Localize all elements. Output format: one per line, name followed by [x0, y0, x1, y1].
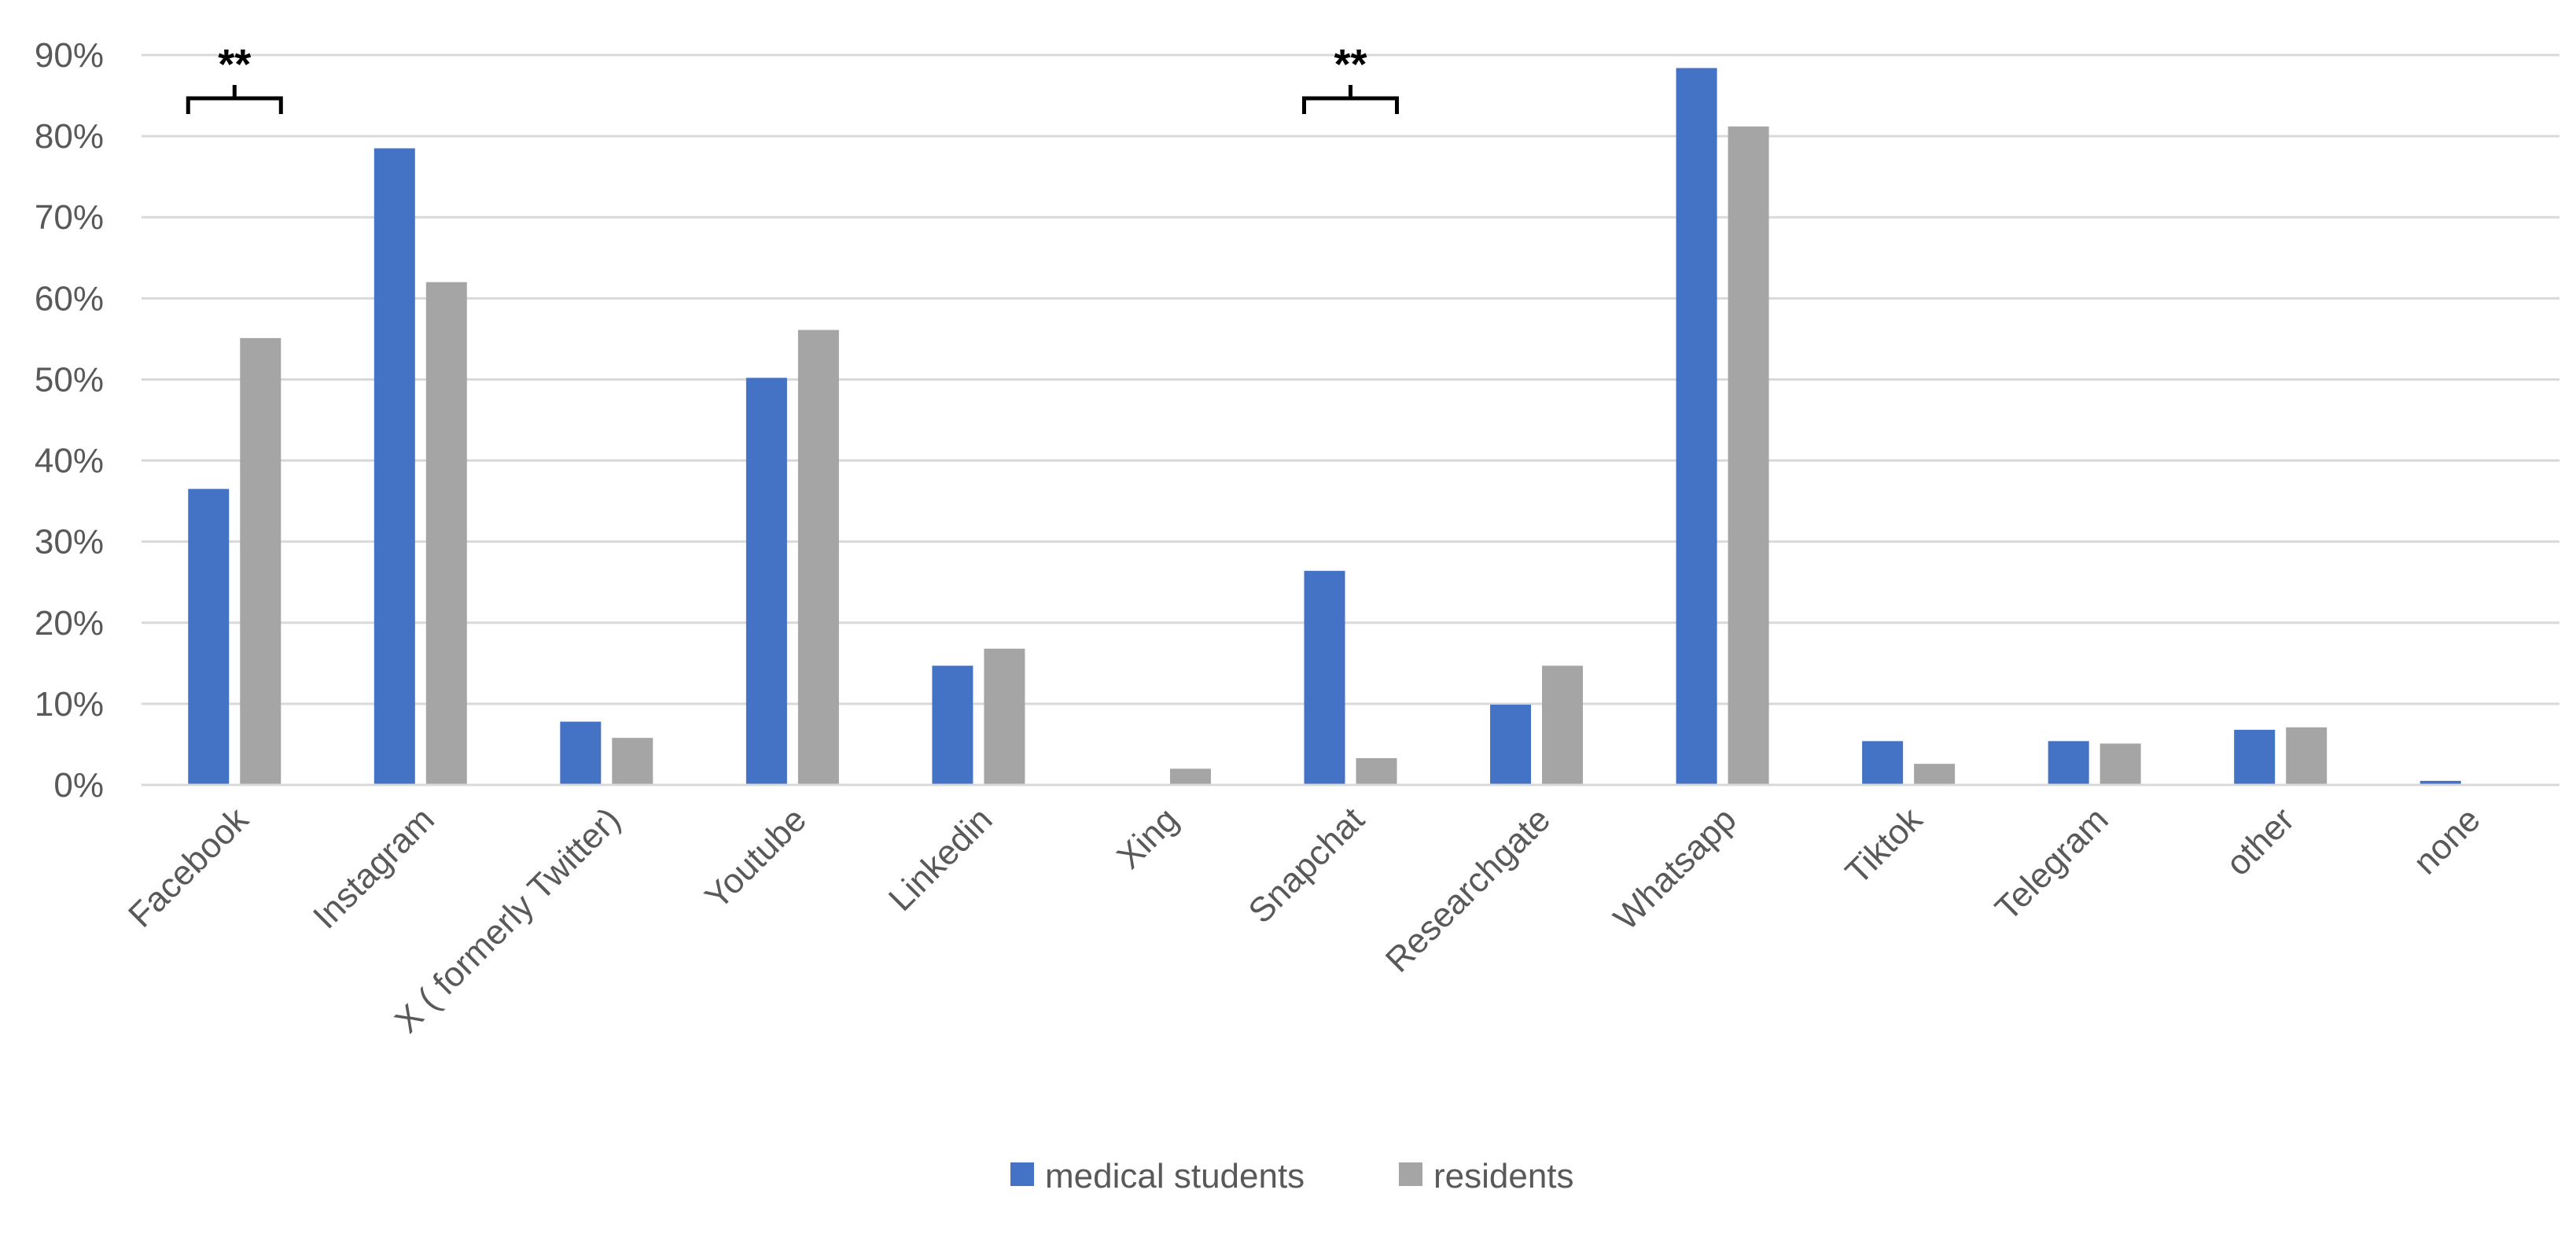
bar-medical-students-7: [1490, 704, 1532, 785]
legend-swatch: [1010, 1162, 1034, 1186]
bar-residents-9: [1914, 764, 1956, 785]
y-tick-label: 20%: [35, 604, 104, 643]
x-tick-label: Snapchat: [1241, 800, 1371, 930]
x-tick-label: Researchgate: [1378, 800, 1558, 979]
x-tick-label: Whatsapp: [1606, 800, 1744, 937]
x-tick-label: none: [2406, 800, 2488, 882]
bar-residents-6: [1356, 757, 1397, 785]
bar-residents-3: [797, 330, 839, 786]
legend-swatch: [1399, 1162, 1422, 1186]
bar-residents-7: [1542, 665, 1584, 785]
y-tick-label: 50%: [35, 360, 104, 399]
bar-medical-students-3: [745, 378, 787, 786]
y-tick-label: 30%: [35, 523, 104, 562]
y-tick-label: 10%: [35, 685, 104, 724]
y-tick-label: 60%: [35, 279, 104, 318]
legend-label: residents: [1433, 1157, 1574, 1195]
bar-residents-5: [1169, 768, 1211, 785]
bar-medical-students-4: [932, 665, 973, 785]
bar-residents-11: [2286, 727, 2328, 785]
x-tick-label: Tiktok: [1838, 800, 1930, 892]
significance-bracket: [186, 85, 283, 114]
bar-medical-students-9: [1862, 741, 1904, 785]
gridlines: [142, 53, 2559, 705]
x-tick-label: Facebook: [121, 800, 256, 935]
x-tick-label: Telegram: [1988, 800, 2116, 928]
bar-medical-students-11: [2234, 729, 2276, 785]
bar-residents-2: [612, 738, 653, 785]
x-tick-label: Instagram: [306, 800, 442, 936]
significance-bracket: [1302, 85, 1399, 114]
bar-residents-10: [2099, 743, 2141, 785]
y-axis-ticks: 0% 10% 20% 30% 40% 50% 60% 70% 80% 90%: [35, 36, 104, 805]
legend-label: medical students: [1045, 1157, 1305, 1195]
x-tick-label: other: [2219, 800, 2302, 883]
bar-medical-students-6: [1304, 570, 1345, 785]
significance-annotations: ** **: [186, 41, 1399, 114]
x-tick-label: Linkedin: [881, 800, 1000, 919]
bar-medical-students-1: [374, 148, 415, 786]
bars: [188, 68, 2461, 786]
bar-medical-students-8: [1676, 68, 1717, 785]
significance-label: **: [1334, 41, 1367, 88]
x-tick-label: Youtube: [697, 800, 814, 916]
bar-medical-students-10: [2048, 741, 2089, 785]
bar-residents-4: [984, 648, 1025, 785]
bar-residents-0: [240, 337, 282, 785]
bar-medical-students-0: [188, 488, 230, 785]
x-tick-label: Xing: [1110, 800, 1186, 876]
significance-label: **: [218, 41, 251, 88]
bar-medical-students-12: [2420, 780, 2461, 785]
bar-medical-students-2: [560, 721, 602, 785]
bar-residents-8: [1728, 126, 1769, 785]
y-tick-label: 90%: [35, 36, 104, 75]
y-tick-label: 80%: [35, 117, 104, 156]
legend: medical students residents: [1010, 1157, 1574, 1195]
bar-residents-1: [425, 282, 467, 785]
y-tick-label: 0%: [53, 766, 104, 805]
y-tick-label: 40%: [35, 442, 104, 481]
y-tick-label: 70%: [35, 198, 104, 237]
